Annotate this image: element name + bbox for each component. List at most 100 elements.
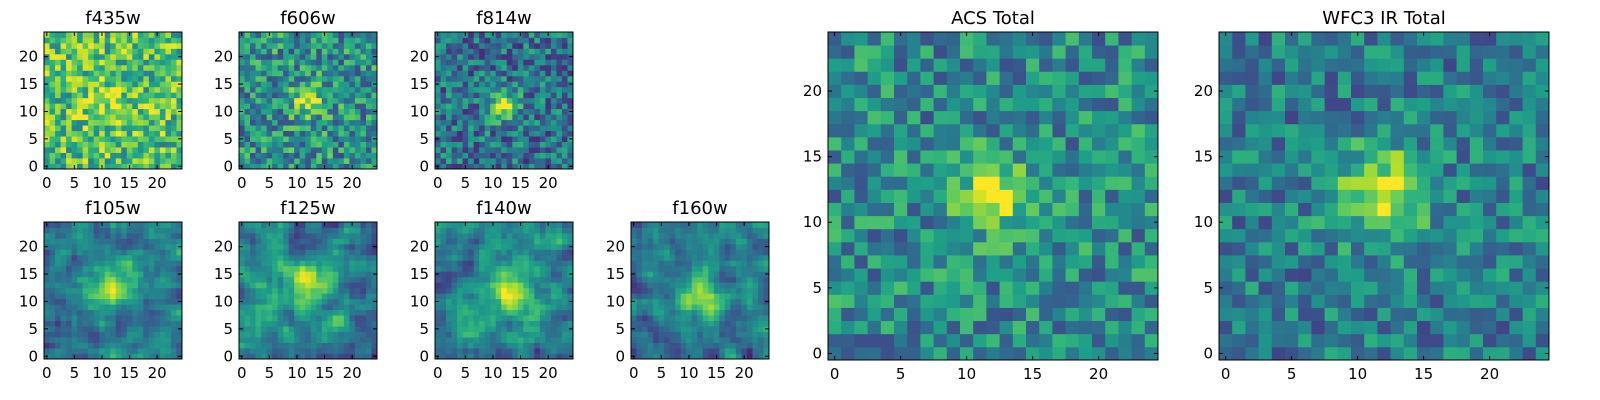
heatmap-cell [159,108,166,115]
heatmap-cell [71,254,78,261]
heatmap-cell [1105,268,1119,282]
heatmap-cell [973,189,987,203]
heatmap-cell [349,108,356,115]
heatmap-cell [244,260,251,267]
heatmap-cell [55,348,61,354]
heatmap-cell [371,227,378,234]
heatmap-cell [545,119,552,126]
heatmap-cell [691,342,698,349]
heatmap-cell [468,309,475,316]
heatmap-cell [446,130,452,137]
heatmap-cell [121,265,128,272]
heatmap-cell [77,125,84,132]
heatmap-cell [294,158,301,164]
heatmap-cell [176,158,183,164]
heatmap-cell [506,130,513,137]
heatmap-cell [55,238,61,245]
heatmap-cell [371,320,378,327]
heatmap-cell [1052,176,1066,190]
heatmap-cell [484,147,491,153]
heatmap-cell [490,227,497,234]
heatmap-cell [636,304,643,311]
heatmap-cell [468,293,475,300]
heatmap-cell [933,215,948,230]
heatmap-cell [77,304,84,311]
heatmap-cell [365,37,372,44]
heatmap-cell [713,342,720,349]
heatmap-cell [327,320,334,327]
heatmap-cell [115,114,122,121]
heatmap-cell [523,130,530,137]
heatmap-cell [44,265,50,272]
heatmap-cell [457,158,463,164]
heatmap-cell [244,64,251,71]
heatmap-cell [484,282,491,289]
heatmap-cell [88,276,95,283]
heatmap-cell [60,97,67,104]
heatmap-cell [137,42,144,49]
heatmap-cell [642,238,648,245]
heatmap-cell [999,202,1014,217]
heatmap-cell [1012,176,1027,190]
heatmap-cell [741,320,748,327]
heatmap-cell [1092,268,1106,282]
heatmap-cell [165,222,172,228]
heatmap-cell [104,108,111,115]
heatmap-cell [479,97,486,104]
heatmap-cell [99,42,106,49]
heatmap-cell [371,254,378,261]
heatmap-cell [691,353,698,360]
heatmap-cell [561,298,568,305]
heatmap-cell [332,158,339,164]
heatmap-cell [724,271,731,278]
heatmap-cell [517,147,524,153]
heatmap-cell [501,81,508,88]
heatmap-cell [305,320,312,327]
heatmap-cell [44,232,50,239]
heatmap-cell [277,97,284,104]
heatmap-cell [528,53,535,60]
heatmap-cell [250,271,256,278]
heatmap-cell [110,238,117,245]
heatmap-cell [170,152,177,159]
heatmap-cell [255,249,262,256]
heatmap-cell [545,70,552,77]
heatmap-cell [451,287,458,294]
heatmap-cell [841,176,855,190]
heatmap-cell [104,48,111,55]
heatmap-cell [495,48,502,55]
heatmap-cell [960,333,974,348]
heatmap-cell [165,232,172,239]
heatmap-cell [354,130,361,137]
y-tick-label: 15 [606,265,625,283]
heatmap-cell [349,42,356,49]
heatmap-cell [132,119,139,126]
heatmap-cell [143,265,150,272]
heatmap-cell [446,119,452,126]
heatmap-cell [473,326,480,332]
heatmap-cell [93,81,100,88]
heatmap-cell [523,136,530,142]
heatmap-cell [121,260,128,267]
heatmap-cell [60,114,67,121]
heatmap-cell [137,249,144,256]
heatmap-cell [294,287,301,294]
heatmap-cell [473,92,480,99]
heatmap-cell [343,147,350,153]
heatmap-cell [354,232,361,239]
heatmap-cell [713,298,720,305]
heatmap-cell [288,331,295,338]
heatmap-cell [719,282,726,289]
heatmap-cell [735,243,742,250]
heatmap-cell [636,315,643,322]
heatmap-cell [321,243,328,250]
heatmap-cell [1078,333,1093,348]
heatmap-cell [354,81,361,88]
heatmap-cell [126,293,133,300]
heatmap-cell [137,293,144,300]
heatmap-cell [88,86,95,93]
heatmap-cell [528,243,535,250]
heatmap-cell [854,228,868,243]
heatmap-cell [321,320,328,327]
heatmap-cell [110,64,117,71]
